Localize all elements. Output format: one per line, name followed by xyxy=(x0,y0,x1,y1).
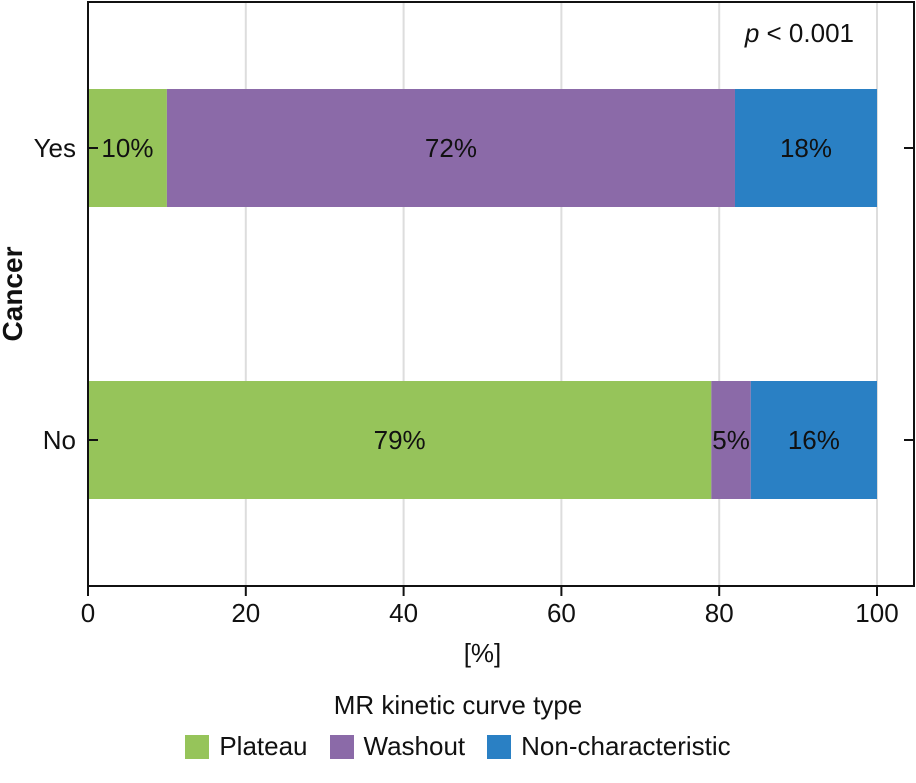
bars-group xyxy=(88,89,877,499)
bar-yes-washout xyxy=(166,89,735,207)
x-tick-label-40: 40 xyxy=(389,598,418,628)
bar-label-no-plateau: 79% xyxy=(374,425,426,455)
bar-label-no-washout: 5% xyxy=(712,425,750,455)
y-axis-ticks: Yes No xyxy=(34,133,914,455)
legend-items: Plateau Washout Non-characteristic xyxy=(0,731,916,762)
x-tick-label-100: 100 xyxy=(855,598,898,628)
bar-no-plateau xyxy=(88,381,712,499)
legend-title: MR kinetic curve type xyxy=(333,690,583,720)
bar-label-yes-washout: 72% xyxy=(425,133,477,163)
x-axis-ticks: 0 20 40 60 80 100 xyxy=(81,586,899,628)
bar-yes-non-characteristic xyxy=(734,89,877,207)
y-tick-label-yes: Yes xyxy=(34,133,76,163)
x-axis-label: [%] xyxy=(464,638,502,668)
bar-no-washout xyxy=(711,381,751,499)
plot-frame xyxy=(87,1,915,587)
legend-item-non-characteristic: Non-characteristic xyxy=(487,731,731,762)
p-value-symbol: p xyxy=(744,18,759,48)
x-tick-label-60: 60 xyxy=(547,598,576,628)
legend-swatch-plateau xyxy=(185,734,210,759)
legend-label-washout: Washout xyxy=(363,731,466,761)
bar-labels-group: 10% 72% 18% 79% 5% 16% xyxy=(101,133,839,455)
bar-no-non-characteristic xyxy=(750,381,877,499)
legend-item-plateau: Plateau xyxy=(185,731,308,762)
bar-label-yes-plateau: 10% xyxy=(101,133,153,163)
legend-swatch-washout xyxy=(329,734,354,759)
bar-label-no-non-characteristic: 16% xyxy=(788,425,840,455)
legend-label-plateau: Plateau xyxy=(219,731,308,761)
y-tick-label-no: No xyxy=(43,425,76,455)
y-axis-label: Cancer xyxy=(0,246,28,341)
p-value-text: < 0.001 xyxy=(759,18,854,48)
chart-svg: 10% 72% 18% 79% 5% 16% 0 20 40 60 80 100 Yes No [%]… xyxy=(0,1,915,668)
legend-item-washout: Washout xyxy=(329,731,466,762)
x-tick-label-0: 0 xyxy=(81,598,95,628)
bar-yes-plateau xyxy=(88,89,167,207)
p-value-annotation: p < 0.001 xyxy=(744,18,854,48)
x-tick-label-20: 20 xyxy=(231,598,260,628)
bar-label-yes-non-characteristic: 18% xyxy=(780,133,832,163)
legend-label-non-characteristic: Non-characteristic xyxy=(521,731,731,761)
legend-swatch-non-characteristic xyxy=(487,734,512,759)
legend: MR kinetic curve type Plateau Washout No… xyxy=(0,690,916,762)
x-tick-label-80: 80 xyxy=(705,598,734,628)
